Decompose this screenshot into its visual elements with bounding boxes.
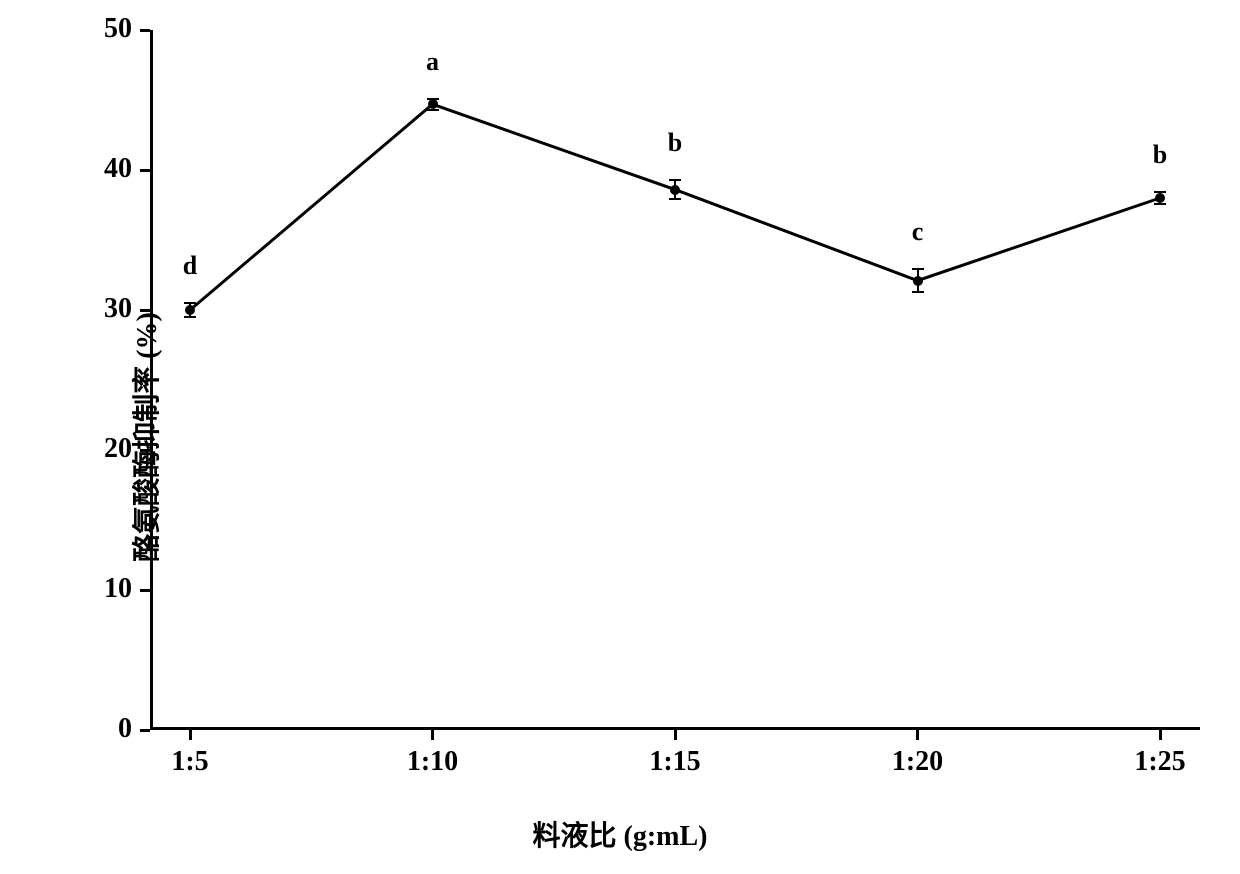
error-cap	[912, 291, 924, 293]
error-cap	[184, 302, 196, 304]
y-tick-label: 0	[72, 713, 132, 745]
y-tick-label: 30	[72, 293, 132, 325]
point-label: b	[1153, 140, 1167, 170]
chart-container: 酪氨酸酶抑制率 (%) 料液比 (g:mL) 010203040501:51:1…	[0, 0, 1240, 874]
x-tick-label: 1:25	[1110, 746, 1210, 778]
x-tick	[674, 730, 677, 740]
y-tick-label: 20	[72, 433, 132, 465]
y-tick	[140, 29, 150, 32]
x-tick	[916, 730, 919, 740]
x-tick-label: 1:20	[868, 746, 968, 778]
x-tick-label: 1:5	[140, 746, 240, 778]
data-point	[670, 185, 680, 195]
error-cap	[669, 198, 681, 200]
y-axis	[150, 30, 153, 730]
error-cap	[184, 316, 196, 318]
y-tick	[140, 729, 150, 732]
x-tick-label: 1:15	[625, 746, 725, 778]
plot-area: 010203040501:51:101:151:201:25dabcb	[150, 30, 1200, 730]
y-tick	[140, 449, 150, 452]
y-tick	[140, 169, 150, 172]
data-point	[185, 305, 195, 315]
data-point	[1155, 193, 1165, 203]
y-tick-label: 50	[72, 13, 132, 45]
error-cap	[669, 179, 681, 181]
y-tick	[140, 309, 150, 312]
error-cap	[912, 268, 924, 270]
data-point	[913, 276, 923, 286]
x-tick	[1159, 730, 1162, 740]
y-tick-label: 40	[72, 153, 132, 185]
y-tick-label: 10	[72, 573, 132, 605]
x-tick	[431, 730, 434, 740]
x-axis-label: 料液比 (g:mL)	[533, 814, 708, 854]
x-tick	[189, 730, 192, 740]
point-label: c	[912, 217, 924, 247]
y-tick	[140, 589, 150, 592]
data-point	[428, 99, 438, 109]
point-label: a	[426, 47, 439, 77]
point-label: d	[183, 251, 197, 281]
point-label: b	[668, 128, 682, 158]
x-tick-label: 1:10	[383, 746, 483, 778]
